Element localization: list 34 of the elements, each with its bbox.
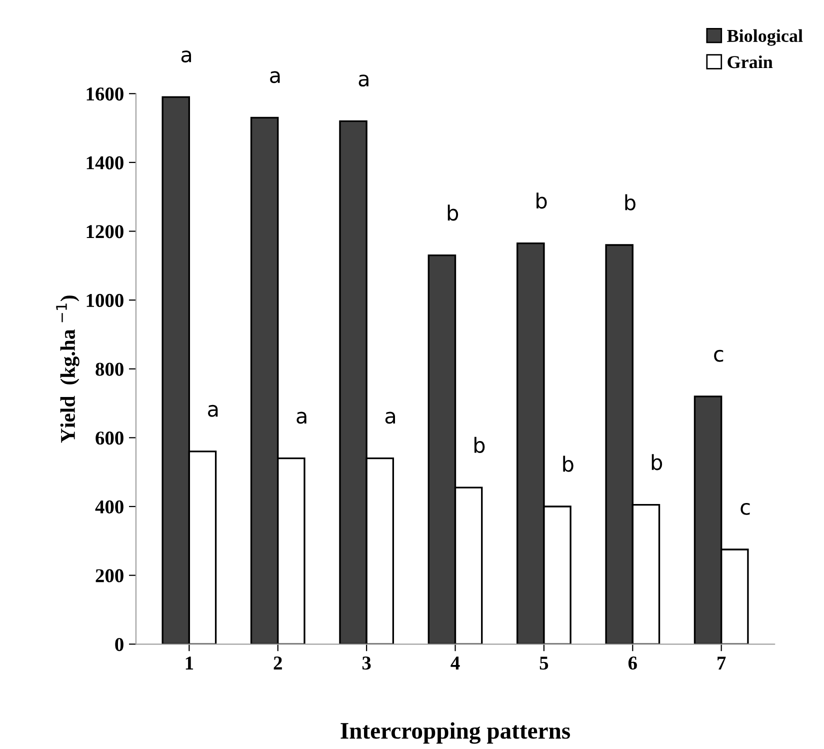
y-axis-title: Yield (kg.ha $^{−1}$) xyxy=(56,296,80,443)
annotation: b xyxy=(474,436,485,453)
annotation: a xyxy=(385,412,396,424)
annotation: a xyxy=(296,412,306,424)
y-tick-label: 1600 xyxy=(86,87,124,101)
x-axis-title: Intercropping patterns xyxy=(340,722,570,744)
x-tick-label: 3 xyxy=(362,656,371,670)
y-tick-label: 1000 xyxy=(86,294,124,308)
x-tick-label: 1 xyxy=(186,656,194,670)
annotation: c xyxy=(740,502,750,515)
x-tick-label: 2 xyxy=(274,656,282,670)
annotation: b xyxy=(625,194,636,210)
annotation: a xyxy=(181,50,192,62)
y-tick-label: 1200 xyxy=(86,225,124,238)
legend-label: Biological xyxy=(727,29,803,46)
x-tick-label: 4 xyxy=(450,656,460,670)
annotation: b xyxy=(536,192,547,209)
annotation: b xyxy=(448,204,458,221)
annotation: c xyxy=(714,350,724,362)
x-tick-label: 6 xyxy=(628,656,637,670)
y-tick-label: 800 xyxy=(96,362,124,376)
annotation: a xyxy=(358,74,368,87)
x-tick-label: 5 xyxy=(540,656,548,670)
annotation: b xyxy=(563,456,574,472)
annotation: a xyxy=(270,71,280,84)
y-tick-label: 600 xyxy=(96,432,124,445)
legend-label: Grain xyxy=(728,55,773,68)
y-tick-label: 400 xyxy=(95,500,124,514)
annotation: a xyxy=(208,404,218,417)
x-tick-label: 7 xyxy=(718,656,726,670)
annotation: b xyxy=(652,454,662,470)
y-tick-label: 200 xyxy=(96,569,124,582)
y-tick-label: 1400 xyxy=(86,156,124,170)
y-tick-label: 0 xyxy=(115,638,124,652)
